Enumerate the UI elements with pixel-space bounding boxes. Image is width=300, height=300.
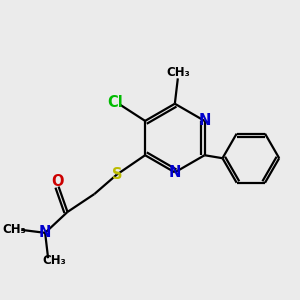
Text: N: N: [39, 225, 51, 240]
Text: CH₃: CH₃: [166, 67, 190, 80]
Text: CH₃: CH₃: [43, 254, 67, 267]
Text: S: S: [112, 167, 122, 182]
Text: Cl: Cl: [107, 95, 123, 110]
Text: CH₃: CH₃: [3, 223, 27, 236]
Text: N: N: [198, 113, 211, 128]
Text: O: O: [51, 174, 63, 189]
Text: N: N: [169, 165, 181, 180]
